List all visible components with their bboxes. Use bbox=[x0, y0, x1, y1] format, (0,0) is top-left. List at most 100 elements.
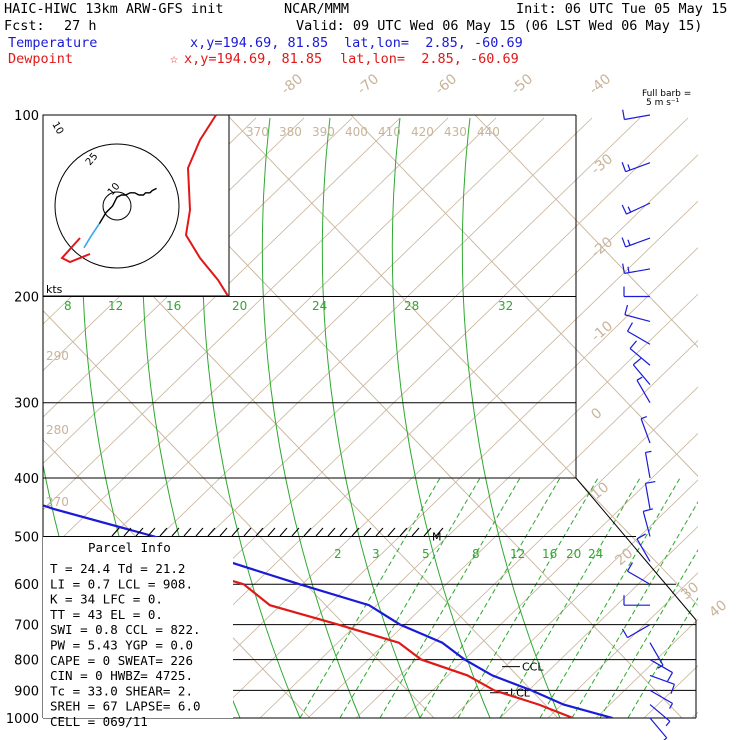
wind-barb-flag bbox=[670, 684, 675, 694]
wind-barb-staff bbox=[640, 418, 651, 444]
parcel-title: Parcel Info bbox=[88, 540, 171, 555]
moist-adiabat-line bbox=[391, 117, 491, 718]
hatch-mark bbox=[159, 527, 168, 537]
moist-adiabat-label: 8 bbox=[64, 299, 72, 313]
wind-barb bbox=[621, 162, 651, 173]
mixing-ratio-line bbox=[299, 477, 441, 718]
dry-adiabat-line bbox=[211, 247, 698, 718]
hatch-mark bbox=[339, 527, 348, 537]
wind-barb-flag bbox=[626, 562, 634, 572]
mixing-ratio-line bbox=[339, 477, 481, 718]
wind-barb-staff bbox=[649, 674, 675, 685]
wind-barb bbox=[644, 450, 652, 479]
mixing-ratio-label: 20 bbox=[566, 547, 581, 561]
hodograph-dewpoint-tail bbox=[60, 114, 229, 297]
wind-barb-staff bbox=[649, 689, 673, 704]
wind-barb bbox=[636, 376, 651, 404]
dry-adiabat-line bbox=[43, 117, 401, 465]
hatch-mark bbox=[255, 527, 264, 537]
wind-barb bbox=[644, 480, 656, 509]
hatch-mark bbox=[219, 527, 228, 537]
hodograph-trace bbox=[98, 187, 157, 224]
dry-adiabat-line bbox=[259, 293, 698, 718]
wind-barb-staff bbox=[644, 483, 651, 509]
isotherm-line bbox=[43, 310, 435, 718]
isotherm-label: -40 bbox=[586, 71, 614, 98]
wind-barb bbox=[649, 659, 674, 682]
wind-barb bbox=[640, 416, 651, 444]
hodograph-ring-inner bbox=[102, 191, 132, 221]
wind-barb-flag bbox=[632, 357, 642, 366]
theta-label: 380 bbox=[279, 125, 302, 139]
wind-barb bbox=[621, 237, 651, 248]
mixing-ratio-label: 5 bbox=[422, 547, 430, 561]
mixing-ratio-label: 24 bbox=[588, 547, 603, 561]
moist-adiabat-label: 12 bbox=[108, 299, 123, 313]
dry-adiabat-line bbox=[691, 711, 698, 718]
wind-barb-staff bbox=[627, 570, 651, 585]
parcel-row: CIN = 0 HWBZ= 4725. bbox=[50, 668, 193, 683]
wind-barb-staff bbox=[624, 314, 651, 323]
wind-barb bbox=[649, 689, 674, 709]
pressure-tick-label: 600 bbox=[14, 578, 39, 593]
wind-barb-flag bbox=[621, 628, 629, 638]
hatch-mark bbox=[303, 527, 312, 537]
wind-barb-staff bbox=[627, 330, 651, 345]
isotherm-line bbox=[474, 115, 698, 348]
isotherm-line bbox=[226, 115, 698, 607]
theta-label: 280 bbox=[46, 423, 69, 437]
valid-time: Valid: 09 UTC Wed 06 May 15 (06 LST Wed … bbox=[296, 18, 703, 34]
wind-barb-flag bbox=[668, 703, 674, 709]
parcel-row: LI = 0.7 LCL = 908. bbox=[50, 576, 193, 591]
temp-latlon: lat,lon= 2.85, -60.69 bbox=[344, 35, 523, 51]
wind-barb-staff bbox=[649, 642, 664, 666]
fcst-value: 27 h bbox=[64, 18, 97, 34]
wind-barb-flag bbox=[645, 480, 656, 484]
wind-barb bbox=[623, 595, 650, 606]
hatch-mark bbox=[171, 527, 180, 537]
wind-barb-flag bbox=[621, 162, 627, 172]
dry-adiabat-line bbox=[307, 340, 698, 718]
hatch-mark bbox=[327, 527, 336, 537]
theta-label: 370 bbox=[246, 125, 269, 139]
parcel-row: SWI = 0.8 CCL = 822. bbox=[50, 622, 201, 637]
wind-barb bbox=[632, 357, 651, 386]
hatch-mark bbox=[423, 527, 432, 537]
dry-adiabat-line bbox=[163, 200, 698, 718]
parcel-panel-bg bbox=[43, 537, 233, 718]
wind-barb-flag bbox=[622, 263, 625, 274]
wind-barb-flag bbox=[627, 164, 631, 171]
wind-barb-flag bbox=[626, 322, 634, 332]
theta-label: 440 bbox=[477, 125, 500, 139]
mark-m-label: M bbox=[432, 530, 442, 543]
parcel-row: T = 24.4 Td = 21.2 bbox=[50, 561, 185, 576]
isotherm-label: -10 bbox=[588, 318, 616, 345]
wind-barb bbox=[649, 674, 675, 694]
isotherm-label: -30 bbox=[588, 151, 616, 178]
hatch-mark bbox=[411, 527, 420, 537]
wind-barb-flag bbox=[629, 340, 637, 349]
pressure-tick-label: 800 bbox=[14, 654, 39, 669]
parcel-row: CAPE = 0 SWEAT= 226 bbox=[50, 653, 193, 668]
wind-barb-staff bbox=[636, 379, 651, 404]
wind-barb bbox=[622, 263, 651, 275]
dew-latlon: lat,lon= 2.85, -60.69 bbox=[340, 51, 519, 67]
hodograph-frame bbox=[42, 114, 230, 297]
parcel-row: Tc = 33.0 SHEAR= 2. bbox=[50, 683, 193, 698]
theta-label: 410 bbox=[378, 125, 401, 139]
mixing-ratio-line bbox=[539, 477, 681, 718]
dewpoint-line bbox=[43, 536, 574, 718]
moist-adiabat-label: 20 bbox=[232, 299, 247, 313]
wind-barb-flag bbox=[621, 237, 627, 248]
isotherm-label: 20 bbox=[612, 545, 636, 569]
hatch-mark bbox=[387, 527, 396, 537]
parcel-row: K = 34 LFC = 0. bbox=[50, 592, 163, 607]
dry-adiabat-line bbox=[355, 386, 698, 718]
hatch-mark bbox=[147, 527, 156, 537]
moist-adiabat-label: 16 bbox=[166, 299, 181, 313]
mixing-ratio-line bbox=[379, 477, 521, 718]
moist-adiabat-label: 28 bbox=[404, 299, 419, 313]
wind-barb-flag bbox=[622, 109, 625, 120]
